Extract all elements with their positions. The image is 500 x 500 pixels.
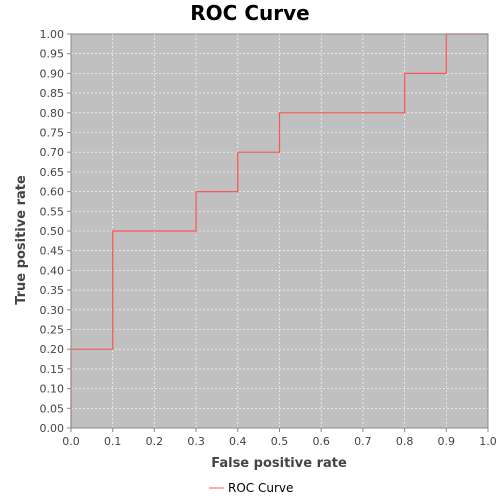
x-tick-label: 0.4 xyxy=(229,435,247,448)
y-tick-label: 0.60 xyxy=(40,186,65,199)
y-tick-label: 0.10 xyxy=(40,383,65,396)
x-tick-label: 0.8 xyxy=(396,435,414,448)
y-tick-label: 0.85 xyxy=(40,87,65,100)
x-axis: 0.0 0.1 0.2 0.3 0.4 0.5 0.6 0.7 0.8 0.9 1.0 xyxy=(62,428,497,448)
x-tick-label: 0.5 xyxy=(271,435,289,448)
y-tick-label: 0.20 xyxy=(40,343,65,356)
y-tick-label: 0.95 xyxy=(40,48,65,61)
x-tick-label: 0.9 xyxy=(438,435,456,448)
y-axis-label: True positive rate xyxy=(14,175,29,305)
y-tick-label: 0.40 xyxy=(40,264,65,277)
y-tick-label: 0.90 xyxy=(40,67,65,80)
series-group xyxy=(70,33,488,428)
y-tick-label: 0.75 xyxy=(40,127,65,140)
x-tick-label: 0.2 xyxy=(146,435,164,448)
x-axis-label: False positive rate xyxy=(211,456,347,471)
roc-curve-line xyxy=(70,33,488,428)
y-tick-label: 0.35 xyxy=(40,284,65,297)
y-axis: 0.00 0.05 0.10 0.15 0.20 0.25 0.30 0.35 0.40 0.45… xyxy=(40,28,71,435)
y-tick-label: 0.15 xyxy=(40,363,65,376)
y-tick-label: 0.30 xyxy=(40,304,65,317)
y-tick-label: 0.00 xyxy=(40,422,65,435)
x-tick-label: 0.0 xyxy=(62,435,80,448)
y-tick-label: 0.80 xyxy=(40,107,65,120)
x-tick-label: 0.6 xyxy=(312,435,330,448)
x-tick-label: 1.0 xyxy=(479,435,497,448)
x-tick-label: 0.3 xyxy=(187,435,205,448)
y-tick-label: 0.50 xyxy=(40,225,65,238)
y-tick-label: 0.55 xyxy=(40,205,65,218)
y-tick-label: 0.70 xyxy=(40,146,65,159)
legend-label: ROC Curve xyxy=(228,481,293,495)
y-tick-label: 0.45 xyxy=(40,245,65,258)
y-tick-label: 0.25 xyxy=(40,324,65,337)
y-tick-label: 0.05 xyxy=(40,402,65,415)
y-tick-label: 0.65 xyxy=(40,166,65,179)
y-tick-label: 1.00 xyxy=(40,28,65,41)
x-tick-label: 0.7 xyxy=(354,435,372,448)
legend: ROC Curve xyxy=(209,481,293,495)
x-tick-label: 0.1 xyxy=(104,435,122,448)
chart-title: ROC Curve xyxy=(190,1,309,25)
